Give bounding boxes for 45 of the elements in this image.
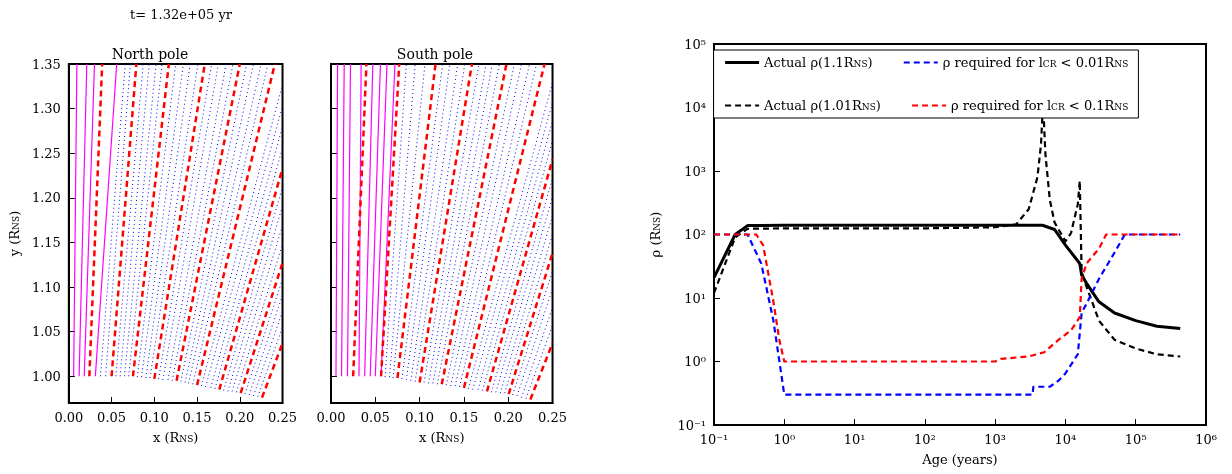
chart-title: North pole xyxy=(111,46,189,62)
x-tick-label: 0.20 xyxy=(225,410,255,425)
y-axis-title: ρ (RNS) xyxy=(648,211,663,258)
y-tick-label: 1.20 xyxy=(31,190,61,206)
x-axis-title: Age (years) xyxy=(921,452,998,467)
x-tick-label: 0.20 xyxy=(493,410,523,425)
x-tick-label: 0.00 xyxy=(316,410,346,425)
x-tick-label: 10¹ xyxy=(843,432,866,447)
y-tick-label: 1.25 xyxy=(31,145,61,161)
x-tick-label: 0.10 xyxy=(139,410,169,425)
x-tick-label: 0.05 xyxy=(97,410,127,425)
x-tick-label: 0.05 xyxy=(360,410,390,425)
y-tick-label: 10¹ xyxy=(684,290,706,306)
chart-title: South pole xyxy=(396,46,474,62)
x-tick-label: 10⁴ xyxy=(1054,432,1077,447)
x-axis-title: x (RNS) xyxy=(419,430,465,445)
x-tick-label: 0.25 xyxy=(268,410,297,425)
y-tick-label: 1.00 xyxy=(31,368,61,384)
legend-label: Actual ρ(1.1RNS) xyxy=(763,55,873,70)
x-tick-label: 0.00 xyxy=(54,410,84,425)
legend-label: ρ required for lCR < 0.01RNS xyxy=(942,55,1129,70)
x-tick-label: 0.10 xyxy=(405,410,435,425)
y-tick-label: 1.15 xyxy=(31,234,61,250)
legend-label: Actual ρ(1.01RNS) xyxy=(763,98,881,113)
y-tick-label: 1.35 xyxy=(31,56,61,72)
y-tick-label: 10⁴ xyxy=(684,100,706,115)
x-tick-label: 10⁵ xyxy=(1124,432,1147,447)
y-tick-label: 10⁰ xyxy=(684,354,706,369)
x-tick-label: 10³ xyxy=(984,432,1007,447)
y-tick-label: 10² xyxy=(684,227,706,242)
x-tick-label: 0.15 xyxy=(449,410,479,425)
y-tick-label: 10⁵ xyxy=(684,36,706,52)
x-tick-label: 0.15 xyxy=(182,410,212,425)
x-axis-title: x (RNS) xyxy=(152,430,199,445)
text: t= 1.32e+05 yr xyxy=(130,7,233,22)
y-tick-label: 1.05 xyxy=(31,324,61,340)
x-tick-label: 10⁶ xyxy=(1195,432,1217,447)
y-tick-label: 1.10 xyxy=(31,279,61,295)
legend-label: ρ required for lCR < 0.1RNS xyxy=(951,98,1129,113)
x-tick-label: 0.25 xyxy=(538,410,567,425)
y-tick-label: 1.30 xyxy=(31,101,61,117)
x-tick-label: 10⁰ xyxy=(773,432,796,447)
y-tick-label: 10³ xyxy=(684,163,706,179)
x-tick-label: 10² xyxy=(913,432,936,447)
x-tick-label: 10⁻¹ xyxy=(699,432,729,447)
